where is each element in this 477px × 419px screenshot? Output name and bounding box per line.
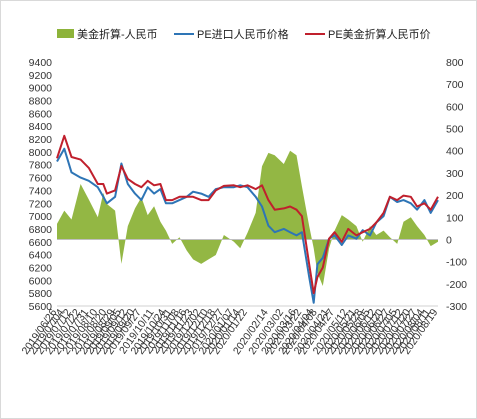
left-axis-tick-label: 9200 [29,70,53,82]
right-axis-tick-label: 700 [446,79,464,91]
left-axis-tick-label: 6600 [29,237,53,249]
series-0-legend-swatch [57,29,74,38]
legend: 美金折算-人民币 PE进口人民币价格 PE美金折算人民币价 [57,27,431,41]
right-axis-tick-label: 800 [446,57,464,69]
right-axis-tick-label: 400 [446,146,464,158]
left-axis-tick-label: 6000 [29,275,53,287]
series-0-area [57,150,438,286]
series-2-legend-label: PE美金折算人民币价 [328,27,431,41]
right-axis-tick-label: 500 [446,124,464,136]
line-series-layer [56,134,439,304]
series-0-legend-label: 美金折算-人民币 [77,27,158,41]
right-axis-tick-label: -200 [446,279,467,291]
right-axis-tick-label: 600 [446,101,464,113]
series-1-legend-label: PE进口人民币价格 [197,27,289,41]
x-axis: 2019/06/262019/07/042019/07/122019/07/22… [19,305,441,357]
right-axis-tick-label: 200 [446,190,464,202]
left-axis-tick-label: 6400 [29,250,53,262]
left-axis-tick-label: 7400 [29,185,53,197]
series-2-line [56,134,439,295]
area-series-layer [57,150,438,286]
right-axis-tick-label: -100 [446,257,467,269]
left-axis-tick-label: 9400 [29,57,53,69]
left-y-axis: 5600580060006200640066006800700072007400… [29,57,53,313]
left-axis-tick-label: 8200 [29,134,53,146]
left-axis-tick-label: 9000 [29,83,53,95]
left-axis-tick-label: 5600 [29,301,53,313]
right-axis-tick-label: 300 [446,168,464,180]
left-axis-tick-label: 8000 [29,147,53,159]
left-axis-tick-label: 7600 [29,173,53,185]
right-axis-tick-label: 100 [446,212,464,224]
left-axis-tick-label: 6800 [29,224,53,236]
left-axis-tick-label: 6200 [29,262,53,274]
left-axis-tick-label: 8800 [29,96,53,108]
left-axis-tick-label: 7200 [29,198,53,210]
left-axis-tick-label: 7800 [29,160,53,172]
left-axis-tick-label: 5800 [29,288,53,300]
right-axis-tick-label: -300 [446,301,467,313]
left-axis-tick-label: 8600 [29,108,53,120]
right-axis-tick-label: 0 [446,234,452,246]
left-axis-tick-label: 7000 [29,211,53,223]
right-y-axis: -300 -200 -100 0 100 200 300 400 500 600 700 800 [446,57,467,313]
left-axis-tick-label: 8400 [29,121,53,133]
